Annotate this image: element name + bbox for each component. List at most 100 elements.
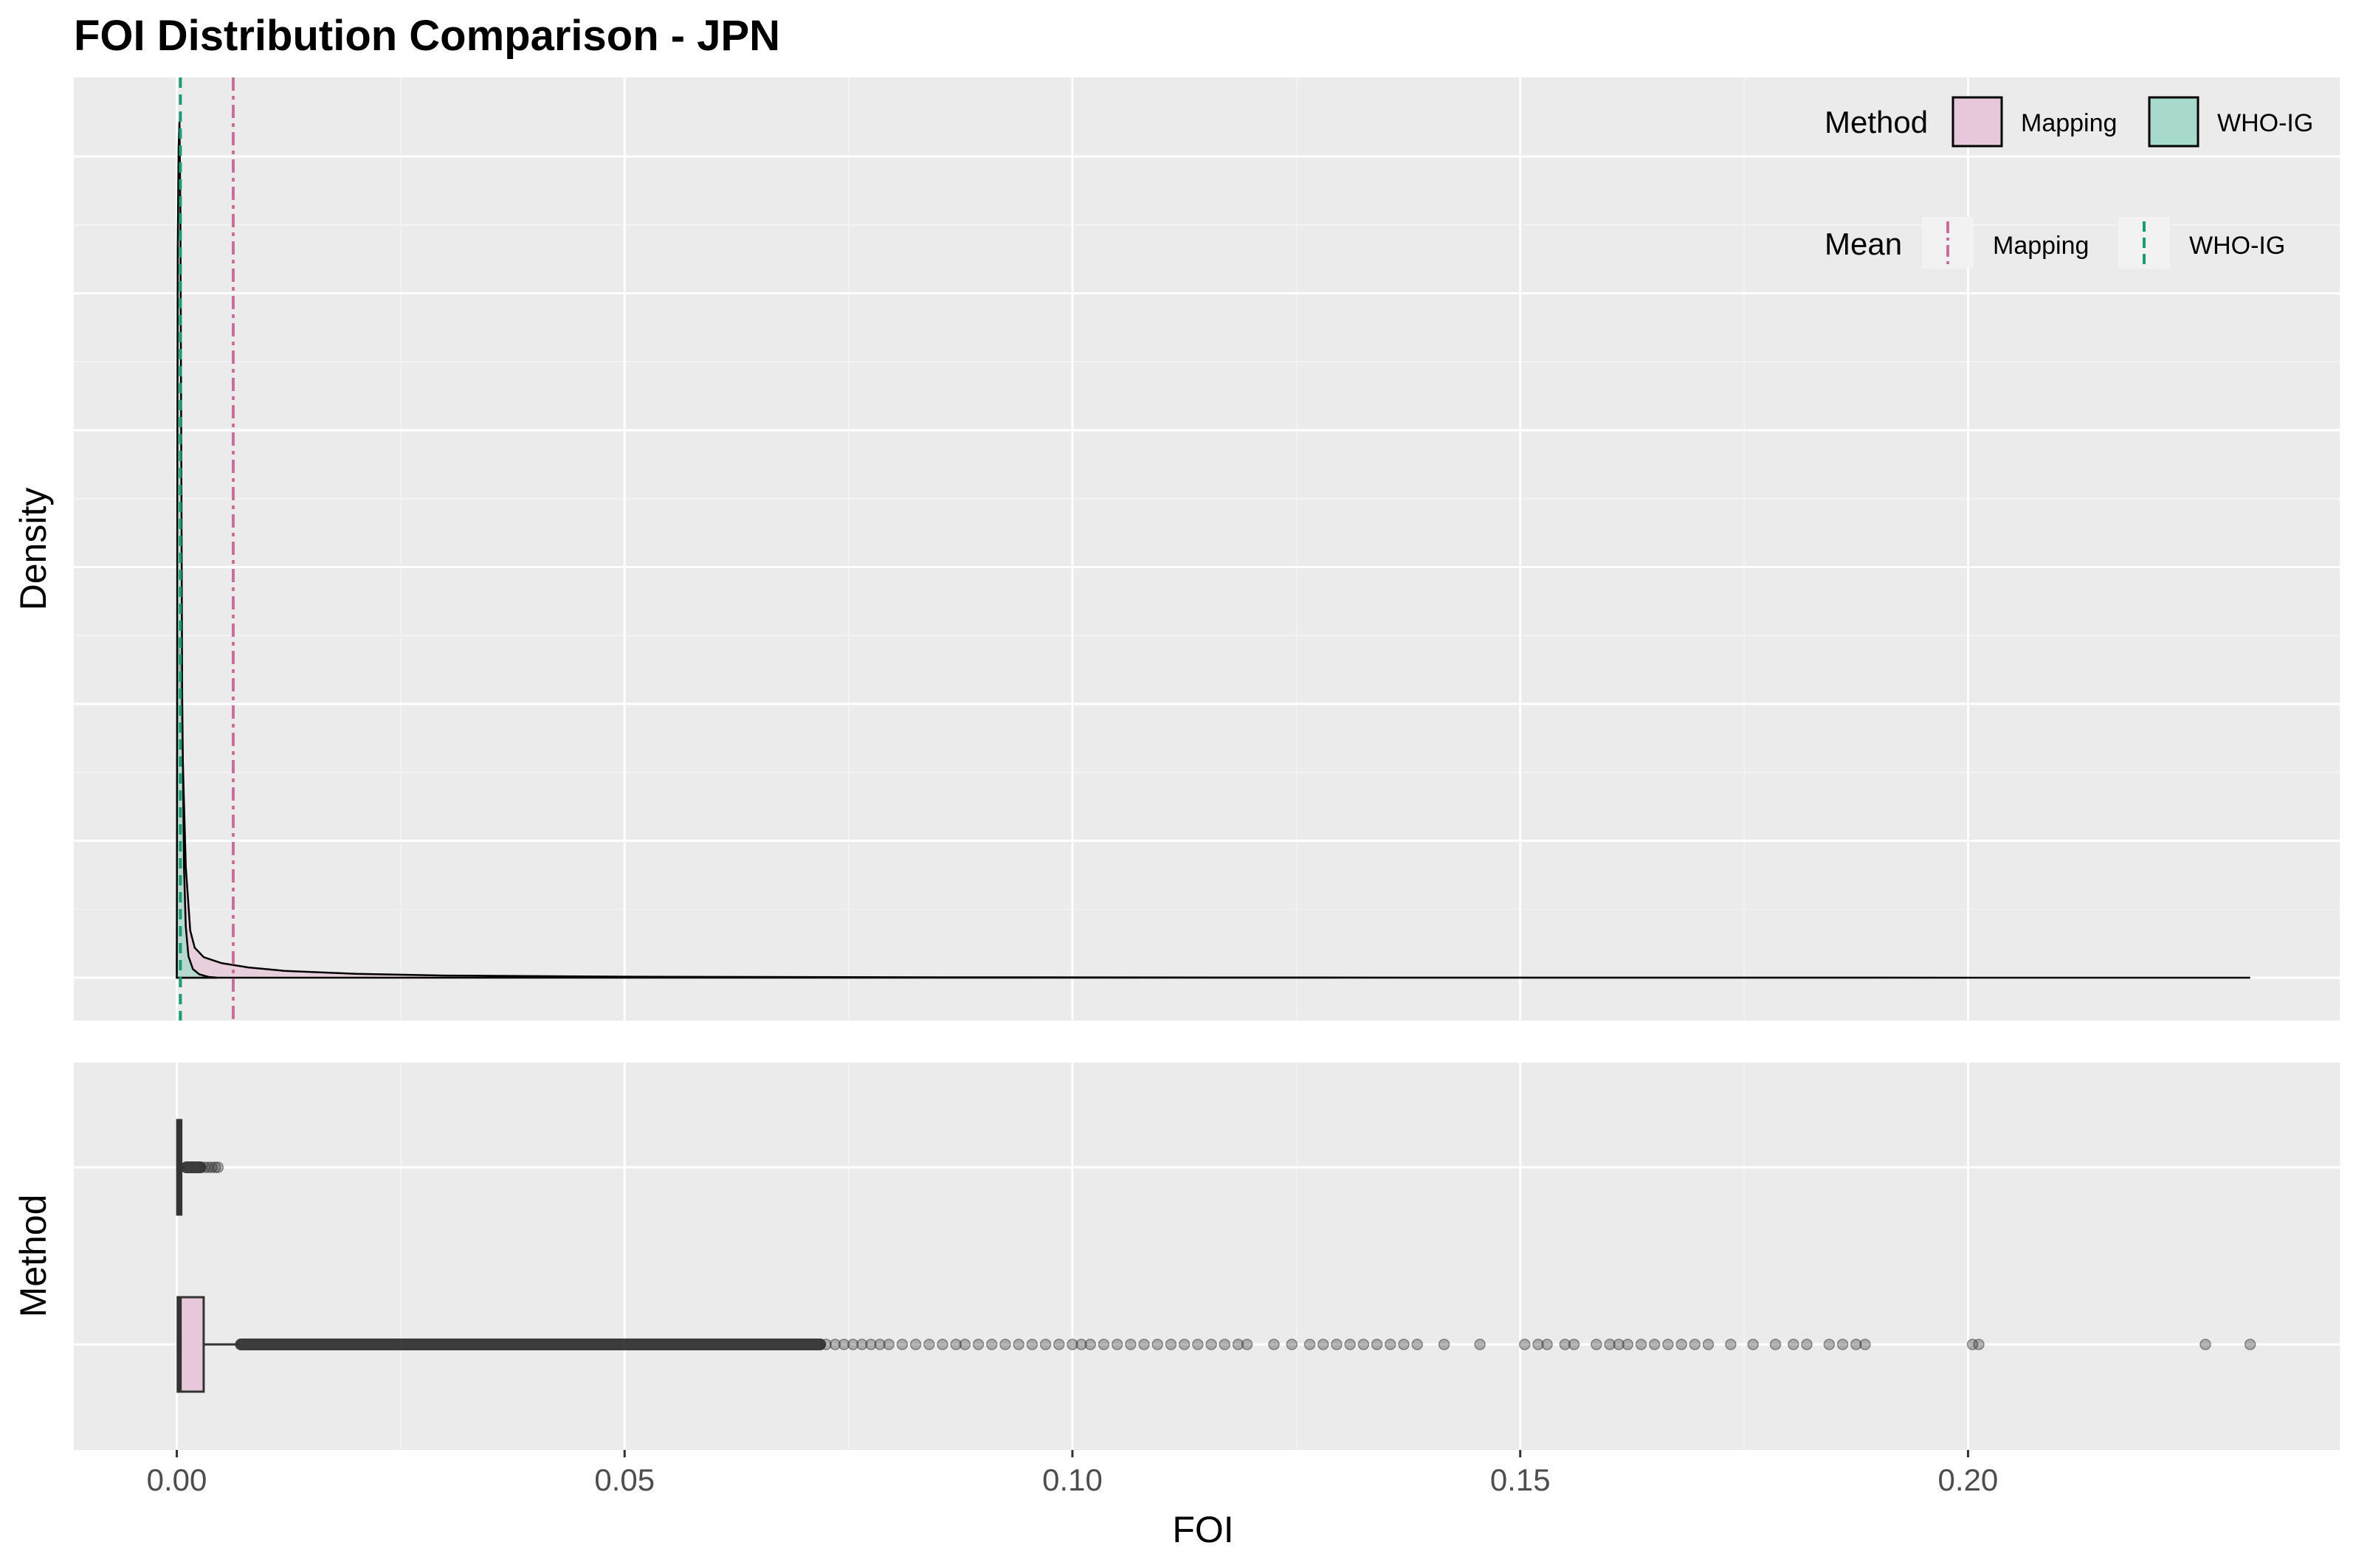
x-tick-label: 0.15 xyxy=(1490,1462,1551,1497)
outlier-point-mapping xyxy=(1519,1339,1531,1350)
outlier-point-mapping xyxy=(986,1339,998,1350)
outlier-point-mapping xyxy=(1013,1339,1024,1350)
outlier-point-mapping xyxy=(1241,1339,1253,1350)
outlier-point-mapping xyxy=(1075,1339,1087,1350)
outlier-point-mapping xyxy=(820,1339,833,1350)
outlier-point-mapping xyxy=(1219,1339,1231,1350)
x-axis-title: FOI xyxy=(1172,1509,1233,1550)
outlier-point-who-ig xyxy=(206,1161,218,1173)
outlier-point-mapping xyxy=(883,1339,895,1350)
outlier-point-mapping xyxy=(937,1339,948,1350)
outlier-point-mapping xyxy=(1648,1339,1661,1350)
legend-label-mean-mapping: Mapping xyxy=(1993,232,2089,260)
legend-key-whoig-fill xyxy=(2148,96,2199,148)
outlier-point-mapping xyxy=(1801,1339,1813,1350)
outlier-point-mapping xyxy=(1568,1339,1580,1350)
outlier-point-mapping xyxy=(1138,1339,1150,1350)
method-fill-legend: Method Mapping WHO-IG xyxy=(1825,96,2313,148)
outlier-point-mapping xyxy=(972,1339,985,1350)
box-y-axis-title: Method xyxy=(13,1195,54,1318)
outlier-point-who-ig xyxy=(212,1161,224,1173)
outlier-point-mapping xyxy=(1371,1339,1383,1350)
outlier-point-mapping xyxy=(1331,1339,1343,1350)
outlier-point-mapping xyxy=(1689,1339,1701,1350)
outlier-point-mapping xyxy=(1192,1339,1204,1350)
outlier-point-mapping xyxy=(896,1339,909,1350)
x-tick-label: 0.05 xyxy=(594,1462,655,1497)
density-panel-background xyxy=(74,77,2340,1020)
chart-title: FOI Distribution Comparison - JPN xyxy=(74,12,780,60)
outlier-point-mapping xyxy=(1836,1339,1849,1350)
outlier-point-mapping xyxy=(874,1339,886,1350)
outlier-point-mapping xyxy=(1303,1339,1316,1350)
legend-key-mapping-fill xyxy=(1951,96,2003,148)
box-panel xyxy=(74,1063,2340,1450)
outlier-point-mapping xyxy=(1788,1339,1799,1350)
outlier-point-mapping xyxy=(1966,1339,1979,1350)
outlier-point-mapping xyxy=(1541,1339,1553,1350)
x-tick-label: 0.20 xyxy=(1938,1462,1999,1497)
legend-label-mean-whoig: WHO-IG xyxy=(2189,232,2285,260)
outlier-point-mapping xyxy=(1702,1339,1715,1350)
outlier-point-mapping xyxy=(1662,1339,1674,1350)
outlier-point-mapping xyxy=(1317,1339,1329,1350)
outlier-point-mapping xyxy=(959,1339,971,1350)
density-y-axis-title: Density xyxy=(13,488,54,611)
outlier-point-mapping xyxy=(1067,1339,1078,1350)
outlier-point-mapping xyxy=(1178,1339,1191,1350)
outlier-point-mapping xyxy=(1125,1339,1137,1350)
mean-lines xyxy=(179,77,235,1020)
box-panel-background xyxy=(74,1063,2340,1450)
outlier-point-mapping xyxy=(1675,1339,1687,1350)
outlier-point-mapping xyxy=(1053,1339,1065,1350)
outlier-point-mapping xyxy=(856,1339,868,1350)
outlier-point-mapping xyxy=(1769,1339,1782,1350)
outlier-point-mapping xyxy=(1268,1339,1280,1350)
outlier-point-mapping xyxy=(1398,1339,1410,1350)
outlier-point-mapping xyxy=(950,1339,962,1350)
outlier-point-mapping xyxy=(1725,1339,1737,1350)
outlier-point-mapping xyxy=(1111,1339,1123,1350)
x-tick-label: 0.00 xyxy=(147,1462,207,1497)
outlier-point-mapping xyxy=(1604,1339,1616,1350)
outlier-point-mapping xyxy=(1205,1339,1217,1350)
density-panel xyxy=(74,77,2340,1020)
outlier-point-mapping xyxy=(1850,1339,1862,1350)
outlier-point-who-ig xyxy=(209,1161,221,1173)
method-legend-title: Method xyxy=(1825,105,1928,139)
outlier-point-mapping xyxy=(909,1339,922,1350)
outlier-point-mapping xyxy=(1823,1339,1836,1350)
outlier-point-mapping xyxy=(1411,1339,1423,1350)
outlier-point-mapping xyxy=(1344,1339,1356,1350)
outlier-point-mapping xyxy=(847,1339,859,1350)
outlier-band-mapping xyxy=(235,1339,827,1350)
mean-legend-title: Mean xyxy=(1825,227,1902,261)
outlier-point-mapping xyxy=(829,1339,841,1350)
outlier-point-mapping xyxy=(1026,1339,1038,1350)
outlier-point-mapping xyxy=(1859,1339,1871,1350)
outlier-point-mapping xyxy=(1532,1339,1544,1350)
outlier-point-mapping xyxy=(1151,1339,1164,1350)
outlier-point-mapping xyxy=(1385,1339,1396,1350)
outlier-point-mapping xyxy=(2199,1339,2211,1350)
outlier-point-mapping xyxy=(1232,1339,1244,1350)
outlier-point-mapping xyxy=(999,1339,1011,1350)
outlier-point-mapping xyxy=(865,1339,877,1350)
x-axis-ticks: 0.00 0.05 0.10 0.15 0.20 xyxy=(147,1450,1999,1497)
outlier-point-mapping xyxy=(1559,1339,1571,1350)
x-tick-label: 0.10 xyxy=(1042,1462,1103,1497)
outlier-point-mapping xyxy=(2244,1339,2256,1350)
legend-label-whoig: WHO-IG xyxy=(2217,109,2313,137)
box-outliers xyxy=(180,1161,2256,1350)
outlier-point-mapping xyxy=(1973,1339,1985,1350)
outlier-point-mapping xyxy=(1622,1339,1634,1350)
outlier-point-mapping xyxy=(923,1339,935,1350)
outlier-point-mapping xyxy=(1474,1339,1486,1350)
box-plots xyxy=(176,1119,240,1393)
mean-line-legend: Mean Mapping WHO-IG xyxy=(1825,217,2285,269)
outlier-point-mapping xyxy=(1286,1339,1298,1350)
outlier-point-mapping xyxy=(1635,1339,1647,1350)
outlier-point-mapping xyxy=(1438,1339,1450,1350)
legend-label-mapping: Mapping xyxy=(2021,109,2117,137)
